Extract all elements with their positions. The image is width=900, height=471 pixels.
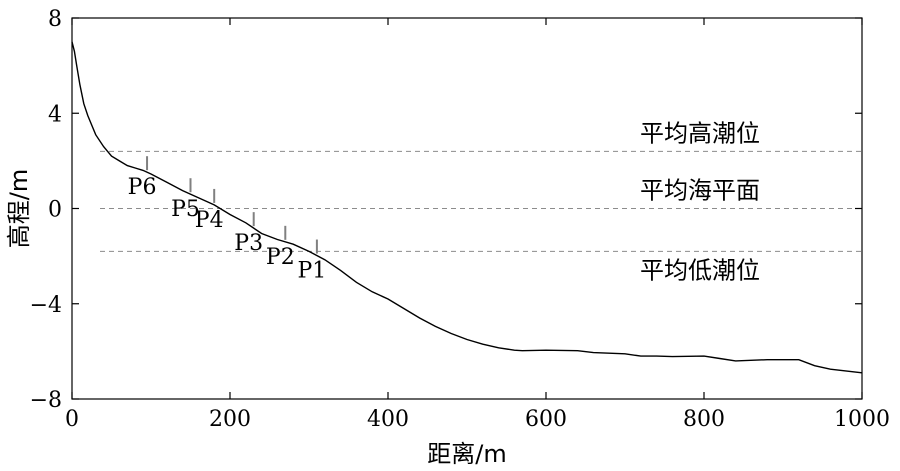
reference-line-label: 平均低潮位 xyxy=(640,256,760,284)
elevation-profile-line xyxy=(71,41,863,374)
x-tick-label: 1000 xyxy=(834,407,890,432)
y-tick-label: 0 xyxy=(48,198,62,223)
profile-point-label: P1 xyxy=(297,259,326,284)
x-tick-label: 800 xyxy=(683,407,725,432)
reference-line-label: 平均高潮位 xyxy=(640,119,760,147)
x-tick-label: 200 xyxy=(209,407,251,432)
y-tick-label: 8 xyxy=(48,7,62,32)
x-tick-label: 400 xyxy=(367,407,409,432)
y-tick-label: 4 xyxy=(48,102,62,127)
reference-line-label: 平均海平面 xyxy=(640,177,760,205)
x-tick-label: 0 xyxy=(65,407,79,432)
y-tick-label: −4 xyxy=(30,293,62,318)
profile-point-label: P5 xyxy=(171,197,200,222)
profile-point-label: P2 xyxy=(266,245,295,270)
axis-ticks: 0 200 400 600 800 1000 −8 −4 0 4 8 xyxy=(30,7,890,432)
x-axis-label: 距离/m xyxy=(427,440,506,468)
profile-point-label: P6 xyxy=(128,175,157,200)
profile-point-label: P3 xyxy=(234,231,263,256)
profile-point-label: P4 xyxy=(195,208,224,233)
y-tick-label: −8 xyxy=(30,388,62,413)
y-axis-label: 高程/m xyxy=(5,169,33,248)
x-tick-label: 600 xyxy=(525,407,567,432)
